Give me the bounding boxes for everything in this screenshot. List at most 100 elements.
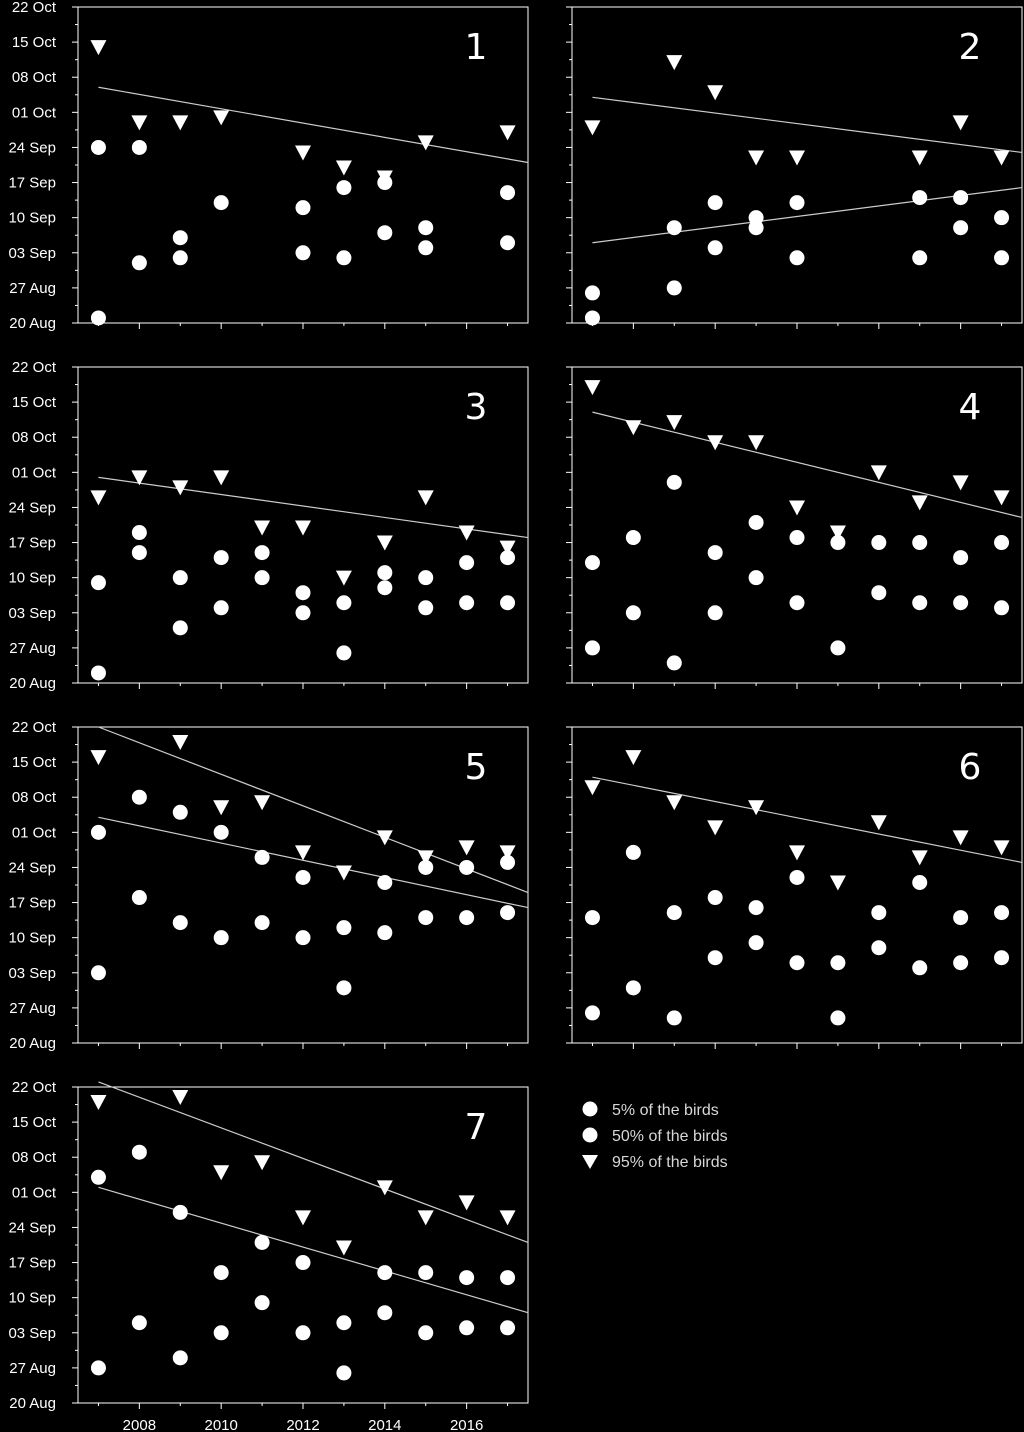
panel-number: 7 [465,1107,488,1148]
y-tick-label: 15 Oct [12,1114,57,1131]
y-tick-label: 01 Oct [12,1184,57,1201]
triangle-point [213,110,230,126]
circle-point [871,905,887,921]
circle-point [500,235,516,251]
y-tick-label: 17 Sep [8,895,56,912]
y-tick-label: 17 Sep [8,175,56,192]
circle-point [295,1255,311,1271]
circle-point [789,530,805,546]
triangle-point [952,475,969,491]
circle-point [336,1365,352,1381]
y-tick-label: 03 Sep [8,245,56,262]
circle-point [789,195,805,211]
circle-point [748,514,764,530]
y-tick-label: 17 Sep [8,1255,56,1272]
triangle-point [458,840,475,856]
circle-point [172,250,188,266]
circle-point [213,550,229,566]
circle-point [172,570,188,586]
circle-point [418,1265,434,1281]
circle-point [418,220,434,236]
triangle-point [213,1165,230,1181]
y-tick-label: 22 Oct [12,719,57,736]
y-tick-label: 24 Sep [8,499,56,516]
triangle-point [993,840,1010,856]
panel-2: 2 [566,6,1023,329]
circle-point [336,920,352,936]
circle-point [830,1010,846,1026]
circle-point [625,980,641,996]
circle-point [377,1305,393,1321]
triangle-point [499,1210,516,1226]
circle-point [871,585,887,601]
circle-point [830,535,846,551]
triangle-point [666,55,683,71]
y-tick-label: 22 Oct [12,0,57,16]
triangle-point [707,85,724,101]
panel-4: 4 [566,366,1023,689]
legend-label: 5% of the birds [612,1102,719,1119]
circle-point [500,854,516,870]
circle-point [295,869,311,885]
y-tick-label: 08 Oct [12,429,57,446]
circle-point [584,1005,600,1021]
circle-point [500,185,516,201]
circle-point [172,804,188,820]
x-tick-label: 2010 [204,1417,237,1432]
circle-point [500,1320,516,1336]
circle-point [748,900,764,916]
circle-point [418,1325,434,1341]
y-tick-label: 01 Oct [12,464,57,481]
triangle-point [335,570,352,586]
circle-point [418,910,434,926]
circle-point [213,1265,229,1281]
triangle-point [90,750,107,766]
circle-point [459,595,475,611]
y-tick-label: 01 Oct [12,104,57,121]
circle-point [377,580,393,596]
circle-point [707,605,723,621]
circle-point [994,905,1010,921]
trend-line [592,186,1023,244]
triangle-point [254,1155,271,1171]
circle-point [584,640,600,656]
circle-point [994,250,1010,266]
triangle-point [417,135,434,151]
triangle-point [499,125,516,141]
circle-point [500,595,516,611]
circle-point [666,1010,682,1026]
y-tick-label: 15 Oct [12,394,57,411]
triangle-point [172,1090,189,1106]
trend-line [98,726,529,894]
x-tick-label: 2008 [123,1417,156,1432]
circle-point [254,1295,270,1311]
triangle-point [829,875,846,891]
circle-point [131,789,147,805]
circle-point [994,600,1010,616]
y-tick-label: 08 Oct [12,789,57,806]
triangle-point [295,145,311,161]
circle-point [336,180,352,196]
y-tick-label: 27 Aug [9,640,56,657]
triangle-point [748,150,765,166]
circle-point [871,940,887,956]
panel-3: 22 Oct 15 Oct 08 Oct 01 Oct 24 Sep 17 Sep 10 S… [8,359,529,692]
circle-point [500,1270,516,1286]
triangle-point [789,150,805,166]
circle-point [213,824,229,840]
circle-point [459,910,475,926]
triangle-point [993,150,1010,166]
circle-point [254,545,270,561]
triangle-point [417,850,434,866]
circle-point [131,1144,147,1160]
circle-point [336,595,352,611]
circle-point [172,1204,188,1220]
legend-triangle-marker [582,1155,598,1169]
circle-point [584,910,600,926]
circle-point [953,595,969,611]
legend-label: 95% of the birds [612,1154,728,1171]
triangle-point [707,820,724,836]
circle-point [90,1169,106,1185]
plot-frame [77,1086,529,1404]
panel-number: 3 [465,387,488,428]
